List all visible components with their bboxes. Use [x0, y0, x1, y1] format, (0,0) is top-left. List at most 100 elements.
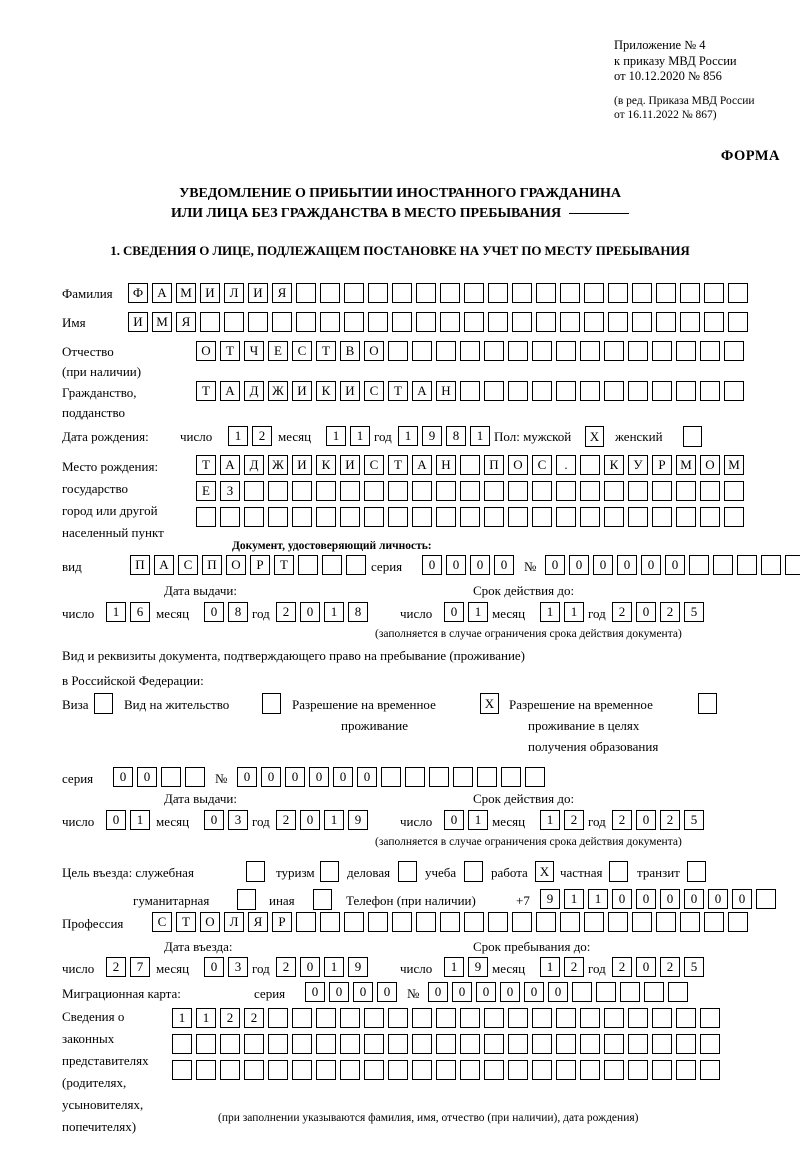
char-cell[interactable] [484, 381, 504, 401]
char-cell[interactable] [364, 481, 384, 501]
char-cell[interactable]: 2 [660, 810, 680, 830]
residence-permit-checkbox[interactable] [262, 693, 281, 714]
char-cell[interactable] [412, 1060, 432, 1080]
char-cell[interactable]: Т [220, 341, 240, 361]
char-cell[interactable] [488, 912, 508, 932]
char-cell[interactable]: 0 [636, 957, 656, 977]
char-cell[interactable]: Ч [244, 341, 264, 361]
char-cell[interactable]: 7 [130, 957, 150, 977]
char-cell[interactable] [412, 1008, 432, 1028]
char-cell[interactable] [556, 507, 576, 527]
char-cell[interactable]: 0 [305, 982, 325, 1002]
char-cell[interactable] [340, 1060, 360, 1080]
char-cell[interactable] [628, 341, 648, 361]
char-cell[interactable] [676, 1008, 696, 1028]
char-cell[interactable] [388, 507, 408, 527]
char-cell[interactable]: У [628, 455, 648, 475]
char-cell[interactable] [429, 767, 449, 787]
char-cell[interactable] [580, 481, 600, 501]
char-cell[interactable]: И [128, 312, 148, 332]
char-cell[interactable] [364, 1034, 384, 1054]
char-cell[interactable]: 0 [494, 555, 514, 575]
char-cell[interactable] [556, 341, 576, 361]
char-cell[interactable] [700, 481, 720, 501]
char-cell[interactable] [508, 341, 528, 361]
char-cell[interactable] [368, 312, 388, 332]
char-cell[interactable]: С [152, 912, 172, 932]
char-cell[interactable] [161, 767, 181, 787]
char-cell[interactable] [700, 1008, 720, 1028]
char-cell[interactable]: 0 [444, 602, 464, 622]
char-cell[interactable] [440, 912, 460, 932]
char-cell[interactable] [381, 767, 401, 787]
char-cell[interactable]: С [364, 381, 384, 401]
char-cell[interactable]: 0 [500, 982, 520, 1002]
char-cell[interactable] [584, 312, 604, 332]
char-cell[interactable]: 0 [548, 982, 568, 1002]
char-cell[interactable]: И [340, 455, 360, 475]
char-cell[interactable] [700, 1034, 720, 1054]
char-cell[interactable] [388, 1008, 408, 1028]
sex-female-checkbox[interactable] [683, 426, 702, 447]
char-cell[interactable]: 1 [540, 957, 560, 977]
char-cell[interactable] [556, 381, 576, 401]
char-cell[interactable] [604, 507, 624, 527]
char-cell[interactable] [704, 312, 724, 332]
char-cell[interactable]: 8 [446, 426, 466, 446]
char-cell[interactable]: 2 [220, 1008, 240, 1028]
char-cell[interactable]: 1 [350, 426, 370, 446]
char-cell[interactable]: А [412, 381, 432, 401]
char-cell[interactable] [604, 1060, 624, 1080]
char-cell[interactable] [484, 341, 504, 361]
char-cell[interactable] [460, 1034, 480, 1054]
char-cell[interactable] [656, 312, 676, 332]
char-cell[interactable] [689, 555, 709, 575]
char-cell[interactable] [296, 912, 316, 932]
char-cell[interactable]: А [220, 381, 240, 401]
char-cell[interactable]: 1 [324, 810, 344, 830]
char-cell[interactable] [244, 481, 264, 501]
char-cell[interactable] [316, 481, 336, 501]
char-cell[interactable]: 0 [113, 767, 133, 787]
temp-residence-checkbox[interactable]: X [480, 693, 499, 714]
char-cell[interactable] [272, 312, 292, 332]
char-cell[interactable] [464, 912, 484, 932]
char-cell[interactable]: 1 [326, 426, 346, 446]
char-cell[interactable] [388, 1034, 408, 1054]
char-cell[interactable] [484, 1060, 504, 1080]
char-cell[interactable] [756, 889, 776, 909]
char-cell[interactable] [608, 283, 628, 303]
purpose-humanitarian-checkbox[interactable] [237, 889, 256, 910]
char-cell[interactable] [668, 982, 688, 1002]
char-cell[interactable]: Т [274, 555, 294, 575]
char-cell[interactable]: 0 [593, 555, 613, 575]
char-cell[interactable] [268, 507, 288, 527]
char-cell[interactable] [484, 1034, 504, 1054]
char-cell[interactable] [392, 312, 412, 332]
char-cell[interactable] [728, 912, 748, 932]
char-cell[interactable] [460, 481, 480, 501]
char-cell[interactable] [508, 1008, 528, 1028]
visa-checkbox[interactable] [94, 693, 113, 714]
char-cell[interactable] [652, 481, 672, 501]
char-cell[interactable]: 0 [333, 767, 353, 787]
char-cell[interactable]: . [556, 455, 576, 475]
char-cell[interactable] [224, 312, 244, 332]
char-cell[interactable] [652, 1008, 672, 1028]
purpose-tourism-checkbox[interactable] [320, 861, 339, 882]
char-cell[interactable]: 1 [172, 1008, 192, 1028]
char-cell[interactable] [536, 312, 556, 332]
char-cell[interactable]: Ж [268, 381, 288, 401]
char-cell[interactable]: 0 [300, 957, 320, 977]
char-cell[interactable] [700, 507, 720, 527]
char-cell[interactable] [268, 1034, 288, 1054]
